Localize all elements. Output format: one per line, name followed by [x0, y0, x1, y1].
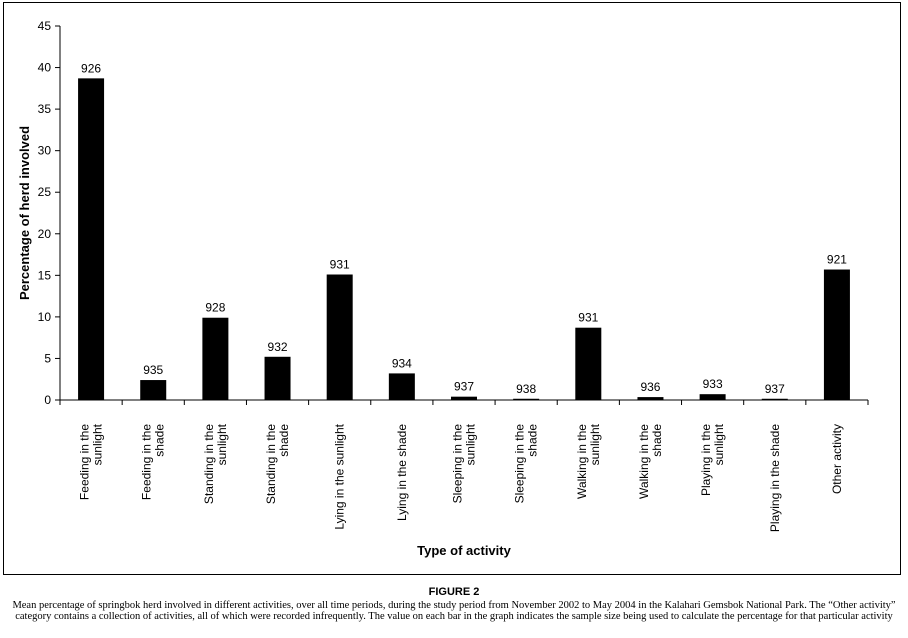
category-label: Lying in the sunlight [333, 423, 347, 529]
x-axis [59, 399, 869, 405]
y-tick-label: 25 [38, 185, 52, 199]
bar [513, 398, 540, 400]
category-label-line: Playing in the shade [768, 424, 782, 532]
bar-value-label: 937 [454, 380, 474, 394]
y-tick-label: 20 [38, 227, 52, 241]
bar-value-label: 938 [516, 382, 536, 396]
bar-value-label: 926 [81, 61, 101, 75]
bar [388, 373, 415, 400]
category-label: Walking in theshade [637, 424, 664, 499]
bar-value-label: 931 [330, 258, 350, 272]
bar [326, 274, 353, 400]
category-label: Sleeping in thesunlight [451, 423, 478, 503]
bar [823, 269, 850, 400]
category-label: Standing in thesunlight [202, 423, 229, 504]
bar-value-label: 937 [765, 382, 785, 396]
category-label-line: sunlight [712, 423, 726, 465]
bar-value-label: 921 [827, 253, 847, 267]
category-label-line: Standing in the [264, 424, 278, 504]
y-tick-label: 0 [44, 393, 51, 407]
bar [451, 396, 477, 400]
category-label-line: Standing in the [202, 424, 216, 504]
bar [575, 327, 602, 400]
bar-value-label: 936 [640, 380, 660, 394]
bar [637, 397, 664, 400]
category-label-line: Sleeping in the [451, 424, 465, 504]
category-label-line: sunlight [91, 423, 105, 465]
y-axis-title: Percentage of herd involved [17, 126, 32, 300]
category-label-line: shade [650, 424, 664, 457]
y-tick-label: 30 [38, 144, 52, 158]
bar-value-label: 933 [703, 377, 723, 391]
x-axis-title: Type of activity [417, 543, 511, 558]
category-label-line: Feeding in the [78, 424, 92, 500]
category-label-line: Playing in the [699, 424, 713, 496]
category-label-line: Lying in the shade [395, 424, 409, 521]
bar [699, 394, 726, 400]
category-labels: Feeding in thesunlight Feeding in theshad… [78, 423, 844, 532]
category-label: Standing in theshade [264, 424, 291, 504]
caption-text: Mean percentage of springbok herd involv… [12, 599, 896, 623]
category-label-line: shade [277, 424, 291, 457]
bar [264, 356, 291, 400]
bar-value-label: 934 [392, 356, 412, 370]
category-label-line: shade [153, 424, 167, 457]
category-label: Other activity [830, 424, 844, 494]
category-label-line: Walking in the [637, 424, 651, 499]
category-label: Feeding in theshade [140, 424, 167, 500]
category-label: Walking in thesunlight [575, 423, 602, 499]
category-label: Lying in the shade [395, 424, 409, 521]
category-label-line: sunlight [464, 423, 478, 465]
y-tick-label: 40 [38, 61, 52, 75]
bar-value-label: 935 [143, 363, 163, 377]
bar [202, 317, 229, 400]
bar-value-label: 932 [268, 340, 288, 354]
y-axis: 0 5 10 15 20 25 30 35 40 45 [38, 19, 61, 407]
y-tick-label: 5 [44, 351, 51, 365]
figure-caption: FIGURE 2 Mean percentage of springbok he… [0, 586, 908, 623]
y-tick-label: 10 [38, 310, 52, 324]
bar [140, 380, 167, 400]
caption-title: FIGURE 2 [428, 586, 480, 598]
category-label-line: sunlight [215, 423, 229, 465]
y-tick-label: 35 [38, 102, 52, 116]
category-label-line: sunlight [588, 423, 602, 465]
category-label-line: Walking in the [575, 424, 589, 499]
bar-value-labels: 926 935 928 932 931 934 937 938 931 936 933 937 921 [81, 61, 847, 395]
bars [78, 78, 850, 401]
category-label: Playing in the shade [768, 424, 782, 532]
bar [78, 78, 105, 401]
bar [761, 398, 788, 400]
category-label: Playing in thesunlight [699, 423, 726, 496]
bar-chart: 0 5 10 15 20 25 30 35 40 45 926 935 928 932 931 934 937… [17, 19, 869, 558]
category-label-line: Feeding in the [140, 424, 154, 500]
bar-value-label: 928 [205, 301, 225, 315]
category-label-line: Other activity [830, 424, 844, 494]
category-label: Sleeping in theshade [513, 424, 540, 504]
category-label: Feeding in thesunlight [78, 423, 105, 500]
y-tick-label: 15 [38, 268, 52, 282]
category-label-line: shade [526, 424, 540, 457]
bar-value-label: 931 [578, 311, 598, 325]
y-tick-label: 45 [38, 19, 52, 33]
chart-frame [3, 2, 901, 575]
category-label-line: Lying in the sunlight [333, 423, 347, 529]
category-label-line: Sleeping in the [513, 424, 527, 504]
